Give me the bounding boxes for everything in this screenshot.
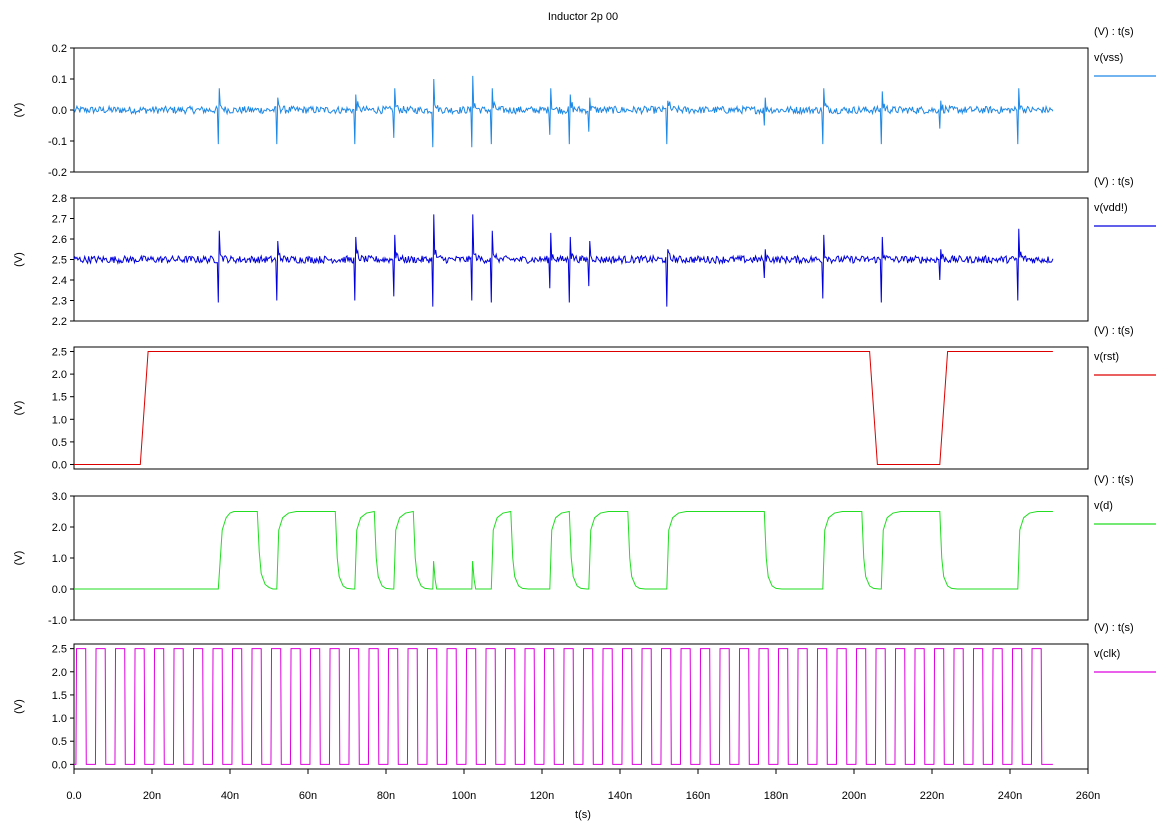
legend-entry-label: v(rst) [1094, 351, 1119, 363]
legend-entry-label: v(vss) [1094, 52, 1123, 64]
x-tick-label: 60n [299, 790, 317, 802]
series-line-vd [74, 512, 1053, 590]
x-tick-label: 160n [686, 790, 710, 802]
x-tick-label: 240n [998, 790, 1022, 802]
y-tick-label: -1.0 [48, 615, 67, 627]
plot-frame [74, 496, 1088, 620]
legend-entry-label: v(d) [1094, 500, 1113, 512]
x-tick-label: 200n [842, 790, 866, 802]
y-tick-label: 2.7 [52, 214, 67, 226]
series-line-vclk [74, 649, 1053, 765]
y-tick-label: 2.2 [52, 316, 67, 328]
y-axis-label: (V) [13, 252, 25, 267]
legend-entry-label: v(clk) [1094, 648, 1120, 660]
legend-header: (V) : t(s) [1094, 474, 1134, 486]
y-tick-label: 2.0 [52, 667, 67, 679]
y-axis-label: (V) [13, 401, 25, 416]
y-tick-label: -0.1 [48, 136, 67, 148]
y-tick-label: 2.5 [52, 644, 67, 656]
y-tick-label: 1.0 [52, 414, 67, 426]
legend-header: (V) : t(s) [1094, 325, 1134, 337]
x-tick-label: 140n [608, 790, 632, 802]
y-tick-label: 2.3 [52, 296, 67, 308]
y-tick-label: 0.0 [52, 584, 67, 596]
y-tick-label: 1.5 [52, 690, 67, 702]
x-tick-label: 260n [1076, 790, 1100, 802]
y-tick-label: 0.1 [52, 74, 67, 86]
x-tick-label: 120n [530, 790, 554, 802]
x-tick-label: 100n [452, 790, 476, 802]
series-line-vvss [74, 76, 1053, 147]
x-tick-label: 220n [920, 790, 944, 802]
figure-title: Inductor 2p 00 [548, 11, 618, 23]
y-tick-label: 0.5 [52, 736, 67, 748]
y-tick-label: 0.0 [52, 459, 67, 471]
y-tick-label: 0.5 [52, 437, 67, 449]
panel-vd: -1.0 0.0 1.0 2.0 3.0 (V) (V) : t(s) v(d) [13, 474, 1156, 627]
y-tick-label: 2.5 [52, 255, 67, 267]
y-tick-label: 2.0 [52, 522, 67, 534]
x-tick-label: 40n [221, 790, 239, 802]
x-tick-label: 20n [143, 790, 161, 802]
panel-vclk: 0.0 0.5 1.0 1.5 2.0 2.5 (V) (V) : t(s) v(clk) [13, 622, 1156, 771]
y-tick-label: 1.5 [52, 392, 67, 404]
y-tick-label: 0.0 [52, 105, 67, 117]
y-axis-label: (V) [13, 103, 25, 118]
panel-vvdd: 2.2 2.3 2.4 2.5 2.6 2.7 2.8 (V) (V) : t(s) v(vdd!… [13, 176, 1156, 328]
signal-panels: -0.2-0.10.00.10.2(V)(V) : t(s)v(vss)2.22… [13, 26, 1156, 771]
panel-vvss: -0.2 -0.1 0.0 0.1 0.2 (V) (V) : t(s) v(vss) [13, 26, 1156, 179]
legend-header: (V) : t(s) [1094, 176, 1134, 188]
panel-vrst: 0.0 0.5 1.0 1.5 2.0 2.5 (V) (V) : t(s) v(rst) [13, 325, 1156, 471]
plot-frame [74, 347, 1088, 469]
legend-header: (V) : t(s) [1094, 622, 1134, 634]
y-tick-label: 2.5 [52, 347, 67, 359]
y-tick-label: 2.4 [52, 275, 67, 287]
y-tick-label: 2.0 [52, 369, 67, 381]
y-axis-label: (V) [13, 699, 25, 714]
plot-frame [74, 644, 1088, 769]
y-tick-label: -0.2 [48, 167, 67, 179]
x-axis-label: t(s) [575, 809, 591, 821]
x-tick-label: 0.0 [66, 790, 81, 802]
legend-header: (V) : t(s) [1094, 26, 1134, 38]
y-tick-label: 1.0 [52, 713, 67, 725]
y-tick-label: 2.6 [52, 234, 67, 246]
y-tick-label: 3.0 [52, 491, 67, 503]
y-tick-label: 2.8 [52, 193, 67, 205]
x-tick-label: 80n [377, 790, 395, 802]
y-tick-label: 0.0 [52, 759, 67, 771]
y-tick-label: 1.0 [52, 553, 67, 565]
y-axis-label: (V) [13, 551, 25, 566]
series-line-vrst [74, 352, 1053, 465]
y-tick-label: 0.2 [52, 43, 67, 55]
x-tick-label: 180n [764, 790, 788, 802]
x-axis: 0.0 20n 40n 60n 80n 100n 120n 140n 160n 180n 200n 2… [66, 769, 1100, 802]
series-line-vvdd [74, 214, 1053, 306]
legend-entry-label: v(vdd!) [1094, 202, 1128, 214]
